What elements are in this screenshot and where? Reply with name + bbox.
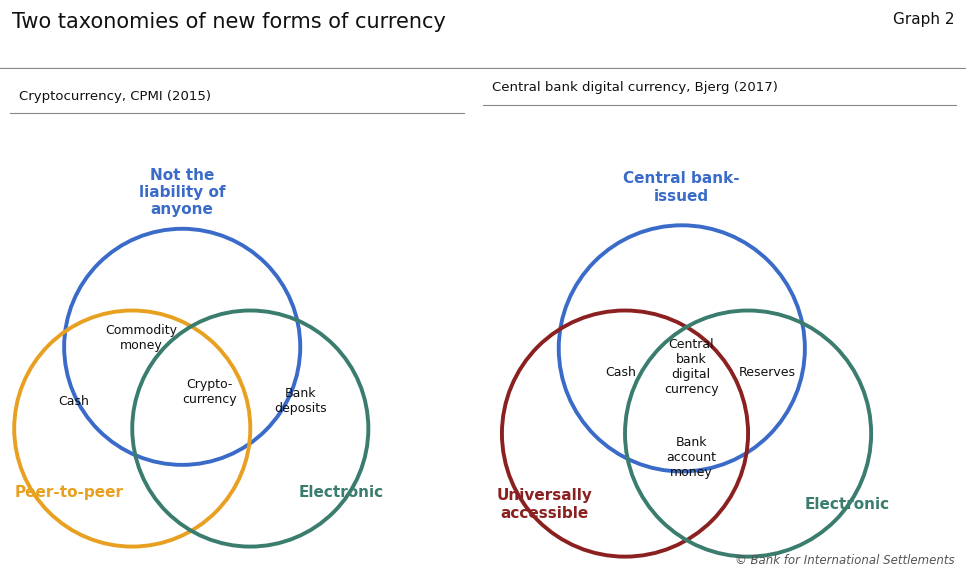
Text: Bank
account
money: Bank account money	[667, 436, 716, 479]
Text: Electronic: Electronic	[805, 497, 890, 512]
Text: Not the
liability of
anyone: Not the liability of anyone	[139, 167, 225, 217]
Text: Crypto-
currency: Crypto- currency	[183, 378, 237, 406]
Text: Peer-to-peer: Peer-to-peer	[14, 485, 124, 500]
Text: Graph 2: Graph 2	[893, 13, 954, 28]
Text: Cryptocurrency, CPMI (2015): Cryptocurrency, CPMI (2015)	[18, 90, 211, 104]
Text: Electronic: Electronic	[298, 485, 384, 500]
Text: Central
bank
digital
currency: Central bank digital currency	[664, 338, 719, 396]
Text: Universally
accessible: Universally accessible	[497, 488, 592, 521]
Text: Central bank-
issued: Central bank- issued	[623, 171, 740, 204]
Text: Reserves: Reserves	[738, 366, 796, 378]
Text: Cash: Cash	[58, 395, 89, 408]
Text: © Bank for International Settlements: © Bank for International Settlements	[735, 554, 954, 567]
Text: Bank
deposits: Bank deposits	[274, 388, 327, 415]
Text: Commodity
money: Commodity money	[105, 324, 178, 352]
Text: Two taxonomies of new forms of currency: Two taxonomies of new forms of currency	[12, 13, 445, 32]
Text: Cash: Cash	[605, 366, 636, 378]
Text: Central bank digital currency, Bjerg (2017): Central bank digital currency, Bjerg (20…	[493, 81, 779, 94]
